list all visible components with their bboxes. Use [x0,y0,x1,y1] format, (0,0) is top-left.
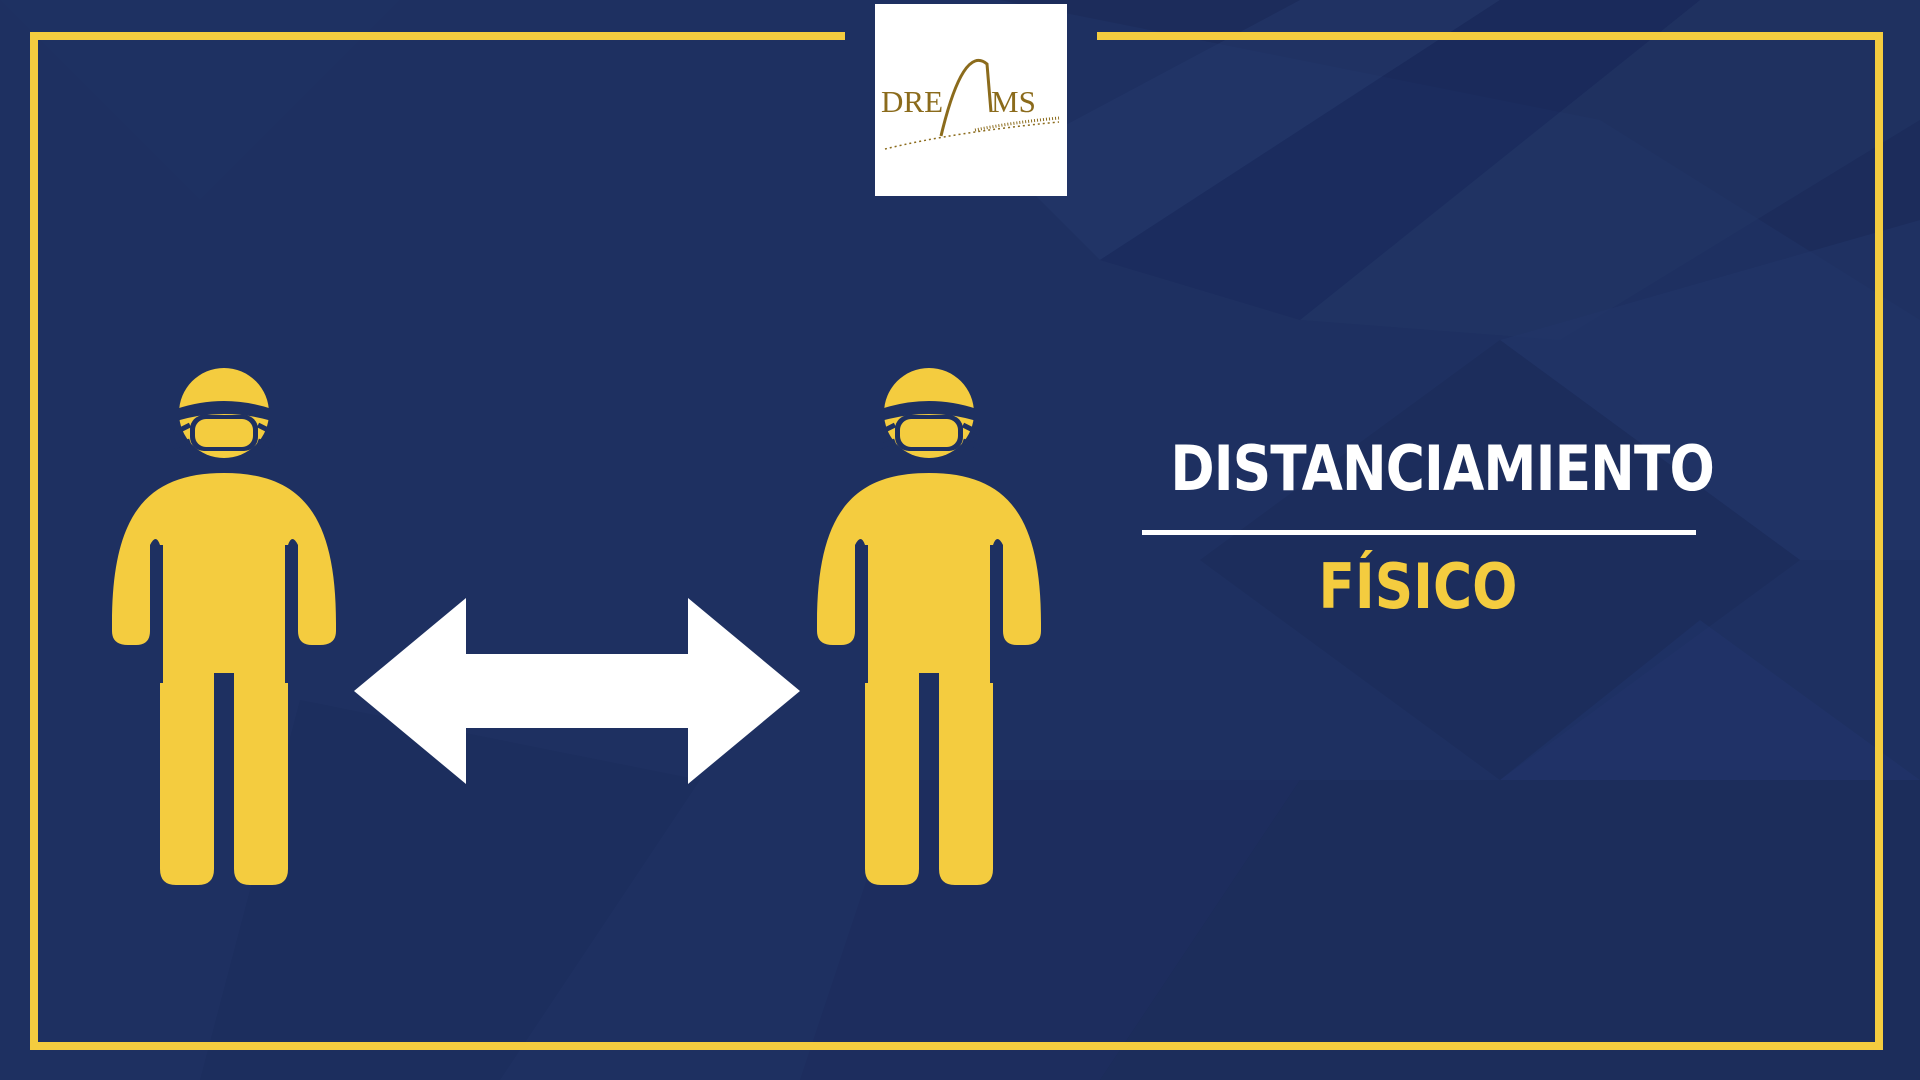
double-headed-arrow-icon [354,598,800,784]
logo-dotted-swoosh [884,121,1060,150]
logo-text-left: DRE [881,84,943,119]
masked-person-icon-right [817,368,1041,885]
sign-subtitle: FÍSICO [1318,550,1518,623]
frame-bottom [30,1042,1883,1050]
frame-top-left [30,32,845,40]
logo-arc [939,58,993,137]
frame-left [30,32,38,1050]
dreams-logo: DRE MS [875,4,1067,196]
sign-title: DISTANCIAMIENTO [1170,432,1714,505]
logo-text-right: MS [991,84,1036,119]
frame-right [1875,32,1883,1050]
title-underline [1142,530,1696,535]
masked-person-icon-left [112,368,336,885]
dreams-logo-mark: DRE MS [881,58,1060,150]
frame-top-right [1097,32,1883,40]
logo-star-trail [974,116,1060,132]
